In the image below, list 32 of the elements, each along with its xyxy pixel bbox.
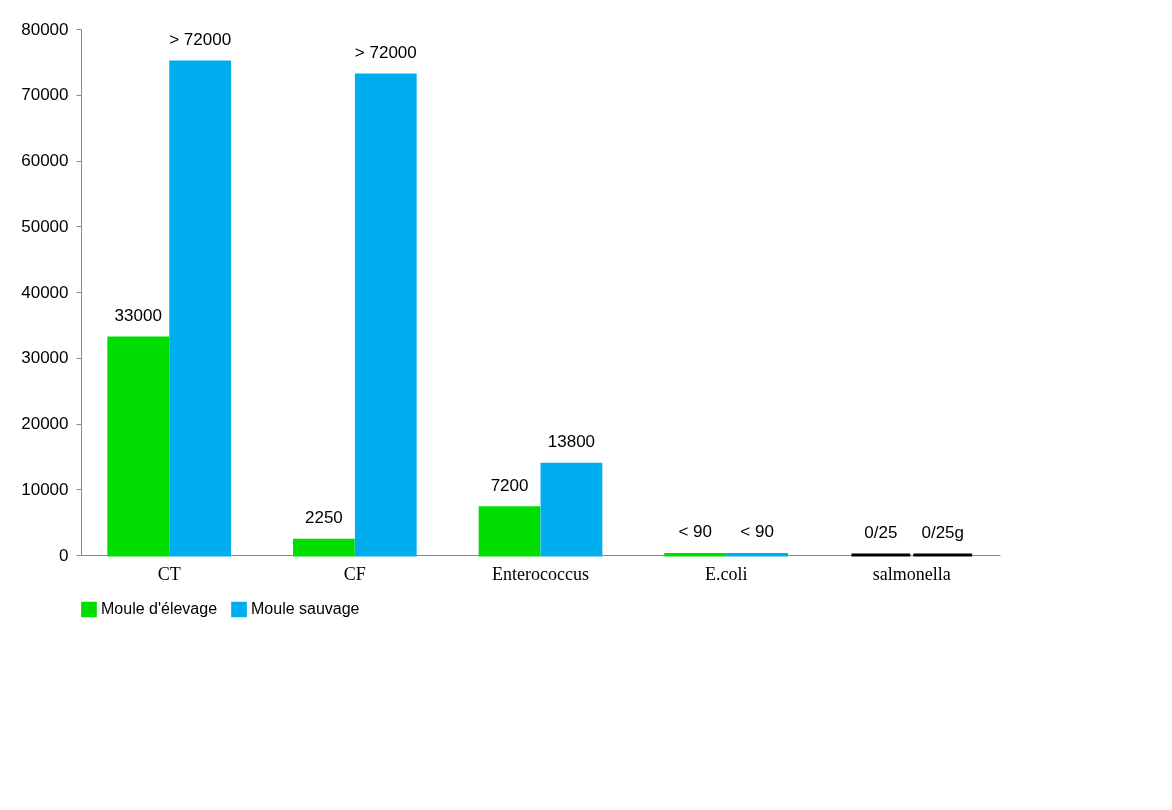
bar	[169, 60, 232, 557]
legend-label: Moule sauvage	[251, 600, 360, 618]
data-label: 0/25g	[921, 523, 965, 542]
x-tick-label: salmonella	[872, 563, 951, 584]
data-label: > 72000	[354, 43, 417, 63]
data-label: 7200	[490, 475, 529, 495]
bar	[478, 506, 541, 557]
bar	[540, 462, 603, 557]
y-tick-label: 30000	[21, 348, 69, 368]
x-tick-label: E.coli	[704, 563, 748, 584]
x-tick-label: Enterococcus	[492, 563, 589, 584]
data-label: 13800	[547, 432, 596, 452]
bar	[107, 336, 170, 557]
y-tick-label: 10000	[21, 479, 69, 499]
y-tick-label: 0	[59, 545, 69, 565]
y-tick-label: 50000	[21, 216, 69, 236]
legend-label: Moule d'élevage	[101, 600, 218, 618]
x-tick-label: CF	[343, 563, 366, 584]
bar	[293, 538, 355, 557]
data-label: < 90	[740, 522, 774, 542]
data-label: 0/25	[864, 523, 898, 542]
y-tick-label: 40000	[21, 282, 69, 302]
data-label: 2250	[304, 508, 343, 528]
bar	[354, 73, 417, 557]
data-label: < 90	[678, 522, 712, 542]
y-tick-label: 60000	[21, 151, 69, 170]
data-label: 33000	[114, 306, 162, 326]
data-label: > 72000	[169, 29, 232, 49]
x-tick-label: CT	[157, 563, 181, 584]
y-tick-label: 80000	[21, 19, 69, 39]
y-tick-label: 70000	[21, 85, 69, 105]
y-tick-label: 20000	[21, 414, 69, 433]
